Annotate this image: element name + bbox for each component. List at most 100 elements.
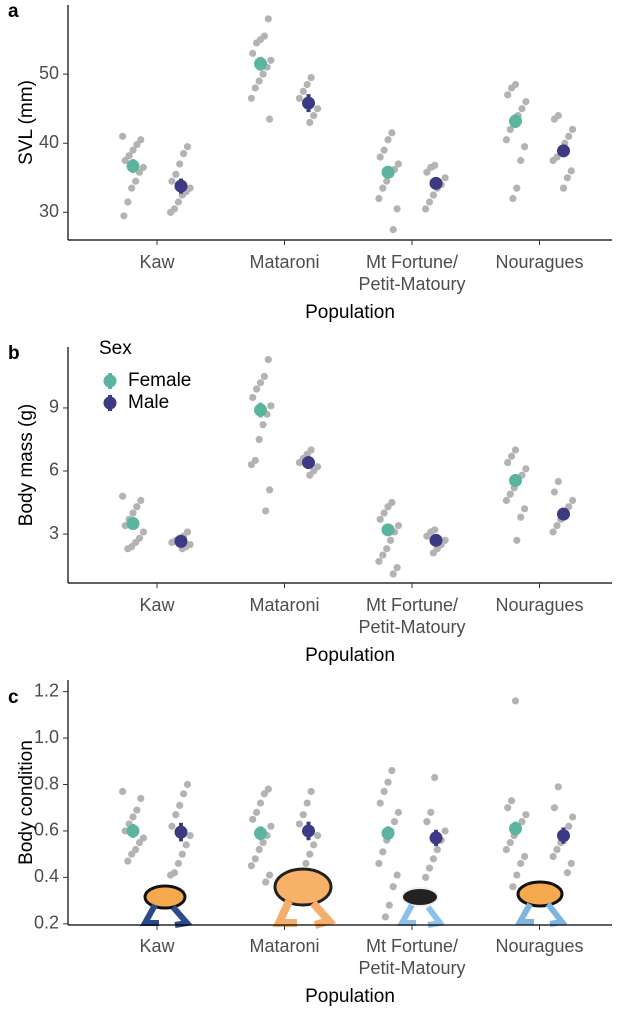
raw-point [253, 808, 261, 816]
raw-point [139, 163, 147, 172]
raw-point [387, 536, 395, 544]
raw-point [554, 783, 562, 791]
x-axis-label: Population [305, 645, 395, 666]
frog [272, 867, 337, 929]
raw-point [517, 859, 525, 868]
raw-point [306, 471, 314, 479]
mean-point [126, 824, 140, 838]
raw-point [310, 111, 318, 120]
x-axis-label: Population [305, 986, 395, 1007]
raw-point [511, 697, 520, 705]
raw-point [302, 859, 310, 868]
raw-point [314, 105, 322, 113]
y-tick-label: 0.8 [34, 773, 59, 793]
raw-point [129, 146, 137, 154]
raw-point [506, 838, 514, 847]
raw-point [295, 820, 303, 828]
raw-point [375, 557, 383, 565]
raw-point [125, 152, 133, 160]
raw-point [120, 212, 128, 220]
raw-point [385, 901, 393, 909]
raw-point [139, 528, 147, 536]
mean-point [557, 829, 570, 843]
raw-point [262, 507, 270, 515]
raw-point [376, 799, 384, 807]
raw-point [384, 778, 392, 786]
raw-point [394, 160, 402, 168]
x-tick-label: Mataroni [249, 936, 320, 956]
raw-point [513, 184, 521, 192]
raw-point [129, 813, 137, 821]
raw-point [390, 818, 399, 826]
raw-point [521, 143, 529, 151]
mean-point [429, 533, 443, 547]
raw-point [303, 799, 311, 807]
x-tick-label: Nouragues [495, 936, 584, 956]
mean-point [302, 96, 315, 110]
raw-point [508, 84, 516, 92]
raw-point [264, 356, 272, 364]
raw-point [124, 857, 132, 865]
raw-point [511, 446, 520, 454]
y-axis-label: Body condition [16, 740, 37, 865]
raw-point [267, 56, 275, 64]
raw-point [375, 859, 383, 868]
raw-point [549, 852, 557, 861]
raw-point [132, 177, 140, 185]
mean-point [126, 159, 140, 173]
mean-point [557, 144, 570, 158]
raw-point [502, 845, 510, 854]
raw-point [394, 522, 402, 530]
raw-point [255, 77, 263, 85]
y-tick-label: 40 [39, 132, 59, 152]
raw-point [423, 818, 431, 826]
raw-point [249, 49, 257, 57]
raw-point [178, 850, 186, 858]
raw-point [380, 509, 388, 517]
raw-point [137, 794, 145, 803]
raw-point [565, 503, 573, 511]
raw-point [168, 177, 176, 185]
raw-point [521, 505, 529, 513]
raw-point [133, 141, 141, 149]
mean-point [174, 825, 188, 839]
raw-point [259, 838, 267, 847]
x-tick-label: Nouragues [495, 595, 584, 615]
raw-point [135, 838, 144, 847]
raw-point [168, 538, 176, 547]
x-tick-label: Mt Fortune/ Petit-Matoury [358, 252, 466, 294]
mean-point [509, 822, 522, 836]
raw-point [247, 94, 255, 102]
raw-point [502, 136, 510, 144]
raw-point [119, 492, 127, 500]
raw-point [295, 458, 303, 467]
raw-point [429, 855, 437, 863]
mean-point [302, 824, 315, 838]
raw-point [513, 871, 521, 879]
raw-point [299, 87, 307, 95]
mean-point [302, 456, 315, 470]
raw-point [133, 503, 141, 511]
raw-point [550, 115, 559, 123]
raw-point [504, 804, 512, 812]
raw-point [506, 125, 514, 134]
raw-point [262, 878, 270, 886]
raw-point [256, 799, 265, 807]
y-tick-label: 1.2 [34, 680, 59, 700]
raw-point [425, 198, 434, 206]
raw-point [565, 822, 573, 830]
raw-point [393, 871, 401, 879]
raw-point [509, 194, 517, 203]
raw-point [565, 132, 573, 140]
y-tick-label: 0.4 [34, 866, 59, 886]
mean-point [381, 826, 395, 840]
raw-point [172, 170, 180, 178]
raw-point [383, 177, 391, 185]
raw-point [553, 522, 561, 530]
mean-point [381, 523, 395, 537]
raw-point [124, 545, 132, 553]
legend-symbol [103, 396, 117, 410]
raw-point [379, 551, 387, 559]
y-tick-label: 0.6 [34, 820, 59, 840]
